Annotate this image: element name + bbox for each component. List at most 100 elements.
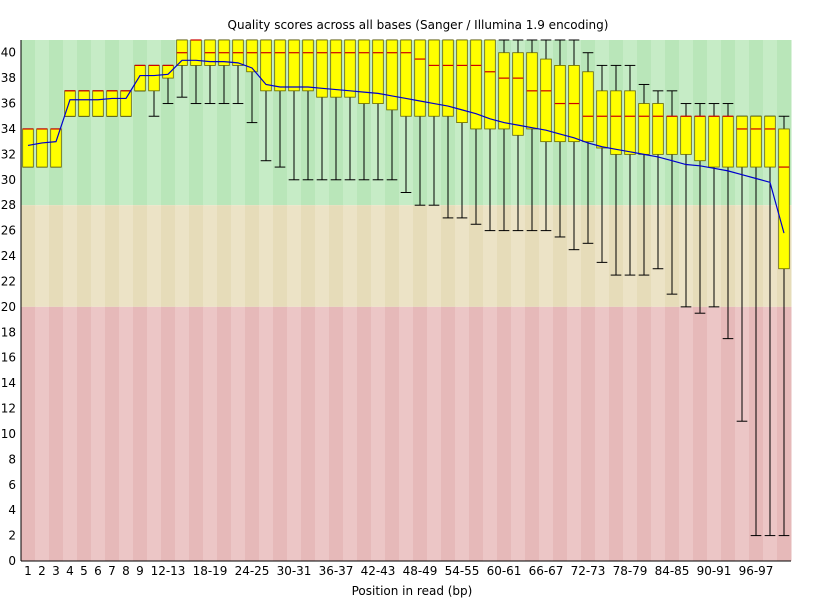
box-position — [778, 115, 790, 537]
box-position — [568, 39, 580, 251]
box-position — [610, 64, 622, 276]
box-position — [456, 39, 468, 219]
band-stripe — [119, 205, 134, 307]
band-stripe — [217, 306, 232, 561]
iqr-box — [22, 128, 34, 168]
y-tick-label: 32 — [1, 147, 16, 161]
band-stripe — [231, 40, 246, 206]
band-stripe — [735, 306, 750, 561]
iqr-box — [666, 115, 678, 155]
band-stripe — [441, 306, 456, 561]
box-position — [470, 39, 482, 225]
band-stripe — [119, 306, 134, 561]
band-stripe — [581, 205, 596, 307]
band-stripe — [217, 205, 232, 307]
box-position — [92, 90, 104, 117]
band-stripe — [343, 205, 358, 307]
box-position — [22, 128, 34, 168]
iqr-box — [582, 71, 594, 143]
x-tick-label: 96-97 — [739, 564, 774, 578]
iqr-box — [414, 39, 426, 117]
box-position — [176, 39, 188, 98]
mean-polyline — [27, 59, 785, 234]
box-position — [554, 39, 566, 238]
iqr-box — [680, 115, 692, 155]
iqr-box — [498, 52, 510, 130]
box-position — [78, 90, 90, 117]
band-stripe — [469, 306, 484, 561]
band-stripe — [315, 306, 330, 561]
iqr-box — [750, 115, 762, 168]
band-stripe — [567, 306, 582, 561]
box-position — [526, 39, 538, 232]
band-stripe — [133, 205, 148, 307]
band-stripe — [203, 205, 218, 307]
box-position — [302, 39, 314, 181]
x-axis-label: Position in read (bp) — [352, 584, 473, 598]
band-stripe — [175, 205, 190, 307]
box-position — [638, 83, 650, 276]
iqr-box — [260, 39, 272, 92]
band-stripe — [273, 306, 288, 561]
box-position — [330, 39, 342, 181]
band-stripe — [175, 306, 190, 561]
x-tick-label: 72-73 — [571, 564, 606, 578]
iqr-box — [540, 58, 552, 143]
iqr-box — [274, 39, 286, 92]
band-stripe — [21, 40, 36, 206]
box-position — [428, 39, 440, 206]
iqr-box — [92, 90, 104, 117]
band-stripe — [21, 306, 36, 561]
y-tick-label: 20 — [1, 300, 16, 314]
band-stripe — [91, 40, 106, 206]
iqr-box — [610, 90, 622, 155]
iqr-box — [50, 128, 62, 168]
band-stripe — [245, 306, 260, 561]
x-tick-label: 9 — [136, 564, 144, 578]
band-stripe — [217, 40, 232, 206]
band-stripe — [483, 306, 498, 561]
quality-bands — [21, 40, 792, 561]
x-tick-label: 2 — [38, 564, 46, 578]
band-stripe — [91, 205, 106, 307]
iqr-box — [106, 90, 118, 117]
band-stripe — [91, 306, 106, 561]
band-stripe — [77, 40, 92, 206]
x-tick-label: 6 — [94, 564, 102, 578]
band-stripe — [49, 306, 64, 561]
x-tick-label: 90-91 — [697, 564, 732, 578]
band-stripe — [441, 205, 456, 307]
band-stripe — [455, 205, 470, 307]
y-tick-label: 0 — [8, 554, 16, 568]
x-tick-label: 8 — [122, 564, 130, 578]
box-position — [694, 103, 706, 314]
iqr-box — [316, 39, 328, 98]
y-tick-label: 24 — [1, 249, 16, 263]
y-tick-label: 16 — [1, 351, 16, 365]
iqr-box — [708, 115, 720, 168]
iqr-box — [694, 115, 706, 162]
band-stripe — [511, 306, 526, 561]
iqr-box — [764, 115, 776, 168]
band-stripe — [413, 306, 428, 561]
iqr-box — [134, 65, 146, 92]
box-position — [274, 39, 286, 168]
band-stripe — [77, 205, 92, 307]
x-tick-label: 3 — [52, 564, 60, 578]
iqr-box — [302, 39, 314, 92]
box-position — [162, 64, 174, 105]
iqr-box — [456, 39, 468, 123]
box-position — [218, 39, 230, 105]
iqr-box — [512, 52, 524, 136]
iqr-box — [596, 90, 608, 149]
band-stripe — [231, 306, 246, 561]
band-stripe — [161, 306, 176, 561]
box-position — [50, 128, 62, 168]
band-stripe — [301, 306, 316, 561]
y-tick-label: 6 — [8, 478, 16, 492]
x-tick-label: 5 — [80, 564, 88, 578]
iqr-box — [246, 39, 258, 73]
y-tick-label: 28 — [1, 198, 16, 212]
y-tick-label: 36 — [1, 97, 16, 111]
band-stripe — [329, 205, 344, 307]
